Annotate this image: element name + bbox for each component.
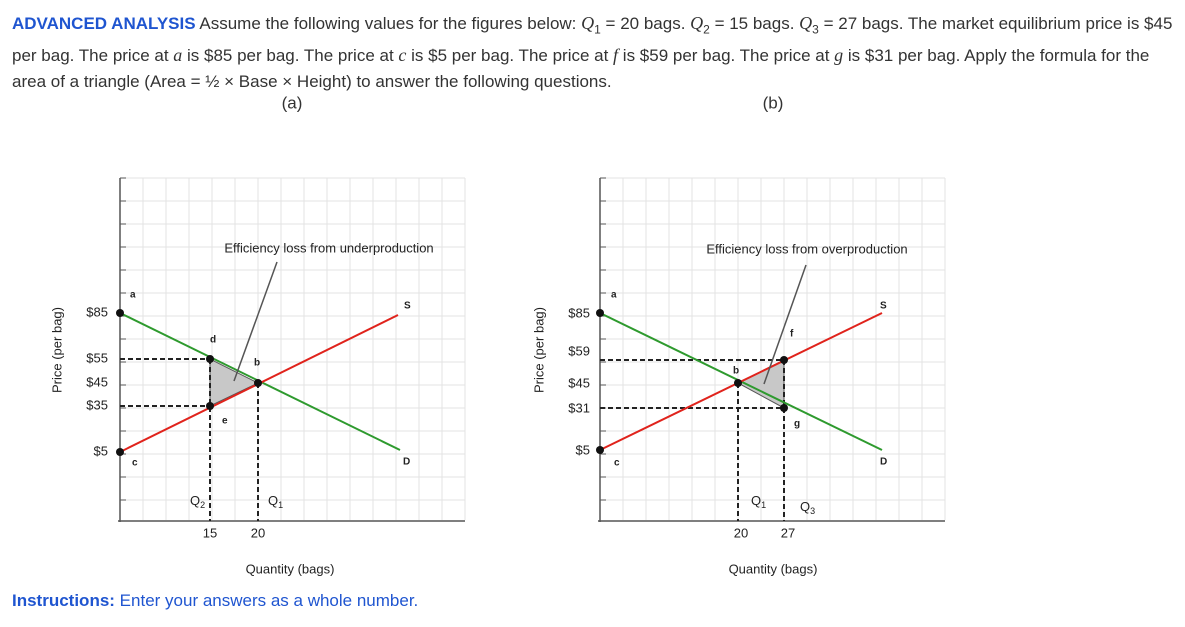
points [596, 309, 788, 454]
point-label: f [790, 329, 794, 340]
price-tick: $5 [94, 443, 108, 458]
run: Assume the following values for the figu… [199, 14, 582, 33]
q-letter: Q [190, 493, 200, 508]
point-label: c [614, 458, 620, 469]
problem-label: ADVANCED ANALYSIS [12, 14, 196, 33]
q-letter: Q [751, 493, 761, 508]
x-axis-title: Quantity (bags) [729, 561, 818, 576]
point [206, 355, 214, 363]
points [116, 309, 262, 456]
annotation: Efficiency loss from overproduction [706, 241, 907, 256]
run: is $5 per bag. The price at [406, 46, 614, 66]
run: = 27 bags. The market equilibrium price … [12, 14, 1173, 66]
quantity-tick: 20 [734, 525, 748, 540]
quantity-label: Q1 [751, 493, 766, 510]
q-sub: 2 [200, 500, 205, 510]
point-label: g [794, 419, 800, 430]
point-label: a [130, 290, 136, 301]
point-label: d [210, 335, 216, 346]
grid [120, 177, 466, 520]
run: Q [799, 13, 813, 33]
point-label: e [222, 416, 228, 427]
price-tick: $85 [86, 304, 108, 319]
run: is $31 per bag. Apply the formula for th… [12, 46, 1150, 92]
curve-label: S [880, 301, 887, 312]
point [254, 379, 262, 387]
point-label: b [254, 358, 260, 369]
curve-label: D [403, 457, 410, 468]
run: is $59 per bag. The price at [618, 46, 835, 66]
point [780, 404, 788, 412]
point [596, 309, 604, 317]
point-label: a [611, 290, 617, 301]
curve-label: S [404, 301, 411, 312]
quantity-label: Q3 [800, 499, 815, 516]
price-tick: $85 [568, 305, 590, 320]
price-tick: $35 [86, 397, 108, 412]
point-label: b [733, 366, 739, 377]
price-tick: $45 [86, 374, 108, 389]
price-tick: $55 [86, 350, 108, 365]
quantity-label: Q2 [190, 493, 205, 510]
quantity-label: Q1 [268, 493, 283, 510]
point [734, 379, 742, 387]
y-axis-title: Price (per bag) [531, 307, 546, 393]
run: Q [690, 13, 704, 33]
point [206, 402, 214, 410]
run: f [613, 45, 619, 66]
instructions: Instructions: Enter your answers as a wh… [12, 591, 418, 611]
run: is $85 per bag. The price at [182, 46, 399, 66]
run: Q [581, 13, 595, 33]
quantity-tick: 15 [203, 525, 217, 540]
run: c [398, 45, 407, 66]
q-sub: 3 [810, 506, 815, 516]
price-tick: $59 [568, 343, 590, 358]
caption: (b) [763, 93, 784, 112]
deadweight-triangle [209, 358, 260, 407]
price-tick: $5 [576, 442, 590, 457]
problem: ADVANCED ANALYSIS Assume the following v… [12, 10, 1177, 95]
point [780, 356, 788, 364]
panel-b: Price (per bag) Quantity (bags) Efficien… [531, 177, 946, 576]
run: 3 [812, 22, 819, 37]
price-tick: $45 [568, 375, 590, 390]
annotation: Efficiency loss from underproduction [224, 240, 433, 255]
annotation-pointer [233, 261, 278, 382]
q-sub: 1 [761, 500, 766, 510]
panel-a: Price (per bag) Quantity (bags) Efficien… [49, 177, 466, 576]
point-label: c [132, 458, 138, 469]
run: 1 [594, 22, 601, 37]
q-letter: Q [268, 493, 278, 508]
run: 2 [703, 22, 710, 37]
run: = 15 bags. [709, 14, 800, 33]
point [116, 309, 124, 317]
caption: (a) [282, 93, 303, 112]
q-sub: 1 [278, 500, 283, 510]
price-tick: $31 [568, 400, 590, 415]
instructions-text: Enter your answers as a whole number. [114, 591, 419, 610]
quantity-tick: 27 [781, 525, 795, 540]
run: g [834, 45, 844, 66]
point [596, 446, 604, 454]
q-letter: Q [800, 499, 810, 514]
x-axis-title: Quantity (bags) [246, 561, 335, 576]
quantity-tick: 20 [251, 525, 265, 540]
run: a [173, 45, 183, 66]
grid [600, 177, 946, 520]
point [116, 448, 124, 456]
instructions-label: Instructions: [12, 591, 115, 610]
curve-label: D [880, 457, 887, 468]
annotation-pointer [763, 264, 807, 385]
run: = 20 bags. [600, 14, 691, 33]
y-axis-title: Price (per bag) [49, 307, 64, 393]
